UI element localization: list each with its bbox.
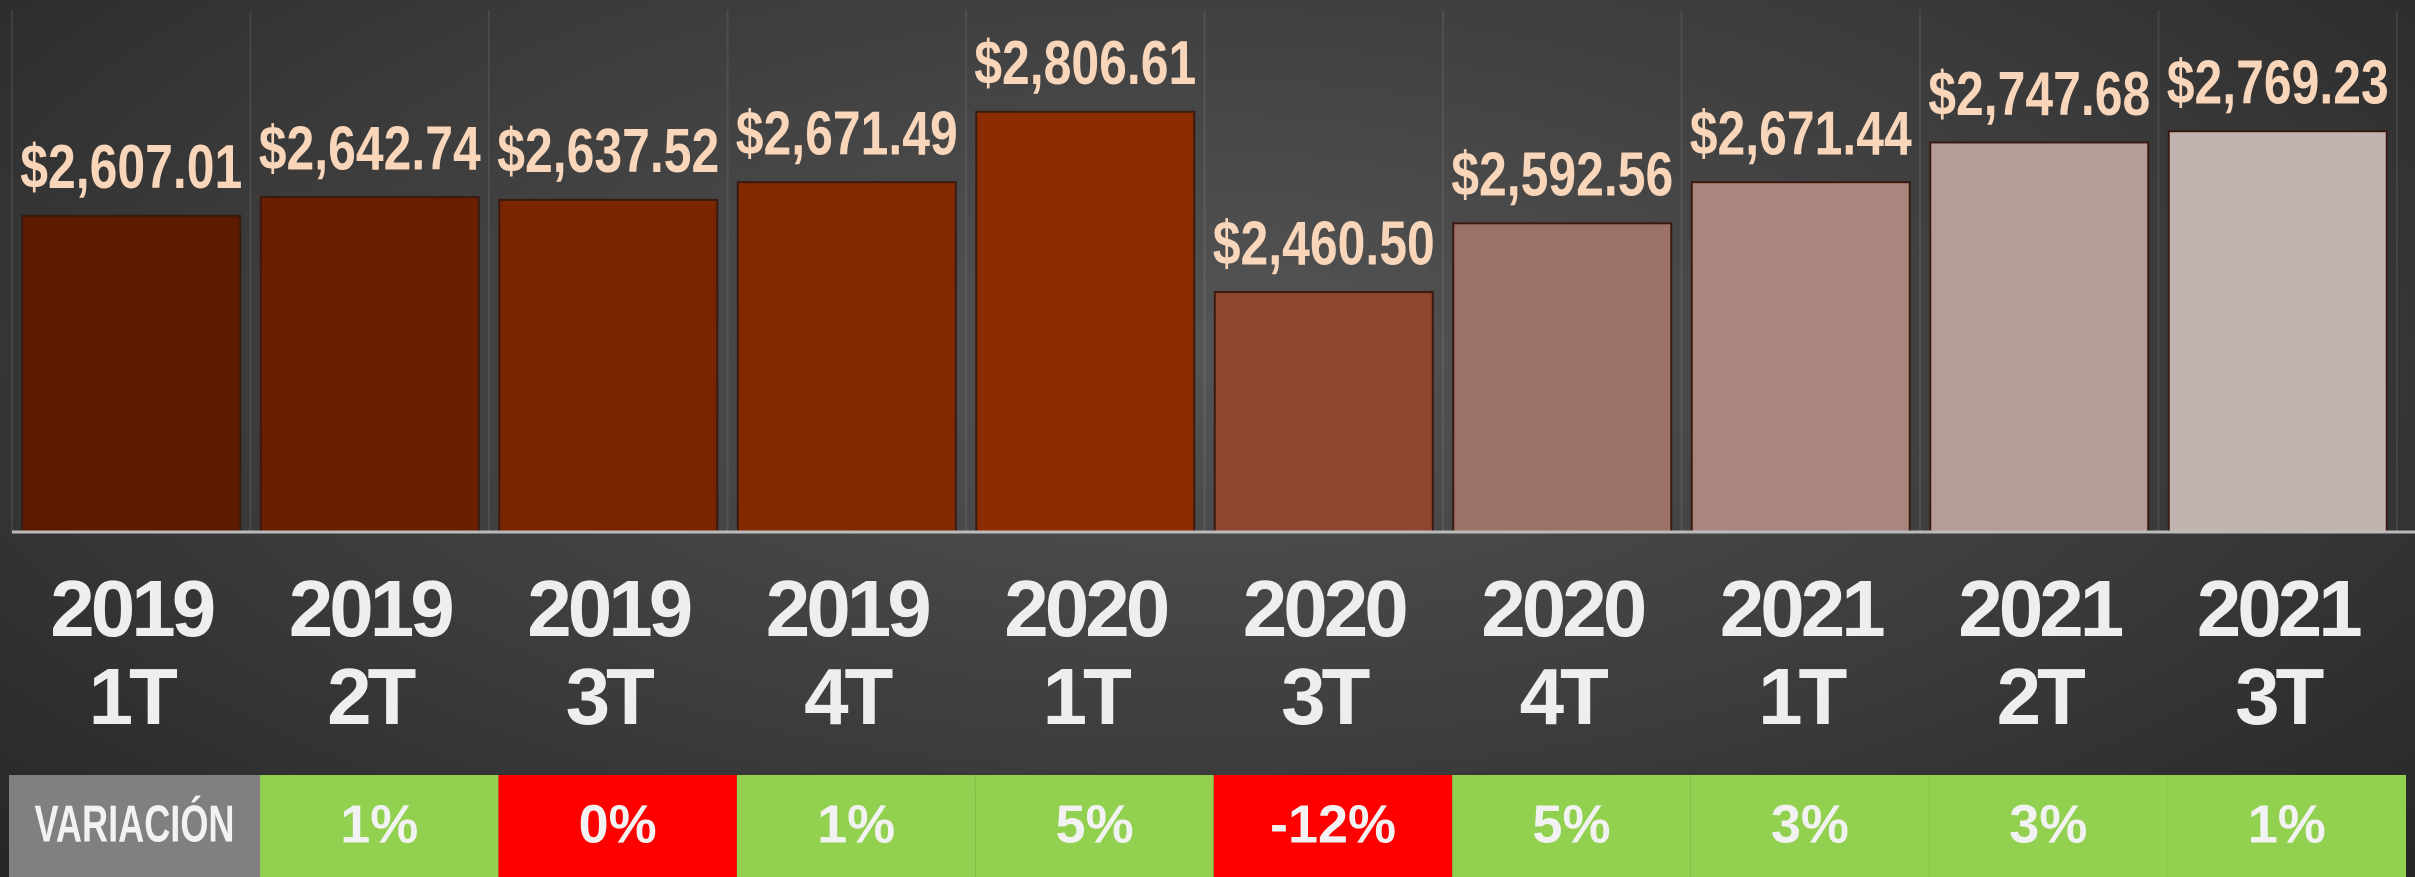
category-label: 2020 3T xyxy=(1242,564,1409,741)
value-label: $2,671.44 xyxy=(1690,100,1912,169)
category-label: 2021 3T xyxy=(2196,564,2363,741)
variation-cell xyxy=(975,775,1214,877)
variation-value: 5% xyxy=(1056,794,1134,854)
variation-cell xyxy=(1452,775,1691,877)
bar xyxy=(498,198,719,533)
variation-cell xyxy=(1213,775,1453,877)
value-label: $2,642.74 xyxy=(259,115,481,184)
variation-cell xyxy=(260,775,499,877)
variation-label-cell xyxy=(9,775,260,877)
value-label: $2,607.01 xyxy=(20,133,242,202)
bar xyxy=(1213,291,1434,533)
variation-cell xyxy=(1690,775,1930,877)
variation-value: -12% xyxy=(1270,794,1396,854)
variation-value: 3% xyxy=(2009,794,2087,854)
variation-value: 1% xyxy=(817,794,895,854)
bar xyxy=(259,196,480,534)
category-label: 2019 4T xyxy=(765,564,932,741)
bar xyxy=(736,181,957,533)
variation-cell xyxy=(736,775,976,877)
value-label: $2,592.56 xyxy=(1451,141,1673,210)
value-label: $2,747.68 xyxy=(1928,60,2150,129)
value-label: $2,769.23 xyxy=(2167,49,2389,118)
bar xyxy=(1929,141,2150,534)
category-label: 2019 2T xyxy=(288,564,455,741)
bar xyxy=(1690,181,1911,534)
variation-value: 5% xyxy=(1532,794,1610,854)
bar xyxy=(2167,130,2388,533)
variation-label: VARIACIÓN xyxy=(35,796,235,854)
variation-cell xyxy=(2167,775,2406,877)
category-label: 2020 1T xyxy=(1004,564,1170,741)
category-label: 2019 1T xyxy=(50,564,216,741)
value-label: $2,460.50 xyxy=(1213,209,1435,278)
variation-value: 1% xyxy=(2248,794,2326,854)
variation-value: 1% xyxy=(340,794,418,854)
bar xyxy=(1452,222,1673,533)
variation-cell xyxy=(498,775,737,877)
value-label: $2,671.49 xyxy=(736,100,958,169)
category-label: 2020 4T xyxy=(1481,564,1647,741)
category-label: 2019 3T xyxy=(527,564,693,741)
variation-value: 3% xyxy=(1771,794,1849,854)
value-label: $2,637.52 xyxy=(497,117,719,186)
bar xyxy=(975,110,1196,533)
value-label: $2,806.61 xyxy=(974,29,1196,98)
category-label: 2021 1T xyxy=(1719,564,1886,741)
bar xyxy=(21,214,242,533)
variation-value: 0% xyxy=(579,794,657,854)
variation-cell xyxy=(1929,775,2168,877)
category-label: 2021 2T xyxy=(1958,564,2124,741)
